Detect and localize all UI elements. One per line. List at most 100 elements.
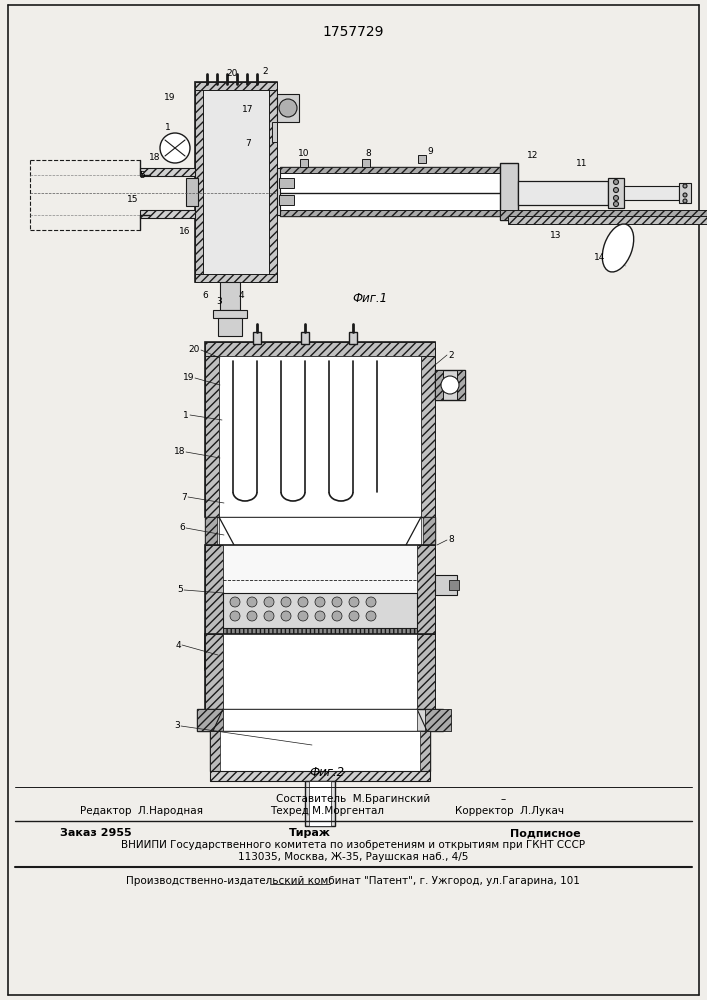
Text: 2: 2 xyxy=(262,68,268,77)
Bar xyxy=(457,370,465,400)
Text: Производственно-издательский комбинат "Патент", г. Ужгород, ул.Гагарина, 101: Производственно-издательский комбинат "П… xyxy=(126,876,580,886)
Bar xyxy=(223,545,417,593)
Text: 7: 7 xyxy=(245,138,251,147)
Circle shape xyxy=(264,597,274,607)
Text: 113035, Москва, Ж-35, Раушская наб., 4/5: 113035, Москва, Ж-35, Раушская наб., 4/5 xyxy=(238,852,468,862)
Text: 9: 9 xyxy=(427,147,433,156)
Bar xyxy=(205,342,219,517)
Circle shape xyxy=(614,180,619,184)
Bar xyxy=(679,183,691,203)
Bar xyxy=(500,163,518,220)
Circle shape xyxy=(247,597,257,607)
Text: 19: 19 xyxy=(182,373,194,382)
Text: 6: 6 xyxy=(180,524,185,532)
Ellipse shape xyxy=(602,224,633,272)
Bar xyxy=(210,731,224,771)
Circle shape xyxy=(332,611,342,621)
Bar xyxy=(219,356,421,517)
Bar xyxy=(210,731,430,771)
Text: Корректор  Л.Лукач: Корректор Л.Лукач xyxy=(455,806,564,816)
Text: 1: 1 xyxy=(165,123,171,132)
Bar xyxy=(223,709,417,731)
Bar xyxy=(280,167,500,216)
Text: 12: 12 xyxy=(527,151,539,160)
Text: 19: 19 xyxy=(163,94,175,103)
Bar xyxy=(418,155,426,163)
Bar xyxy=(279,178,294,188)
Text: 4: 4 xyxy=(175,641,181,650)
Bar xyxy=(417,634,435,709)
Bar xyxy=(518,181,608,205)
Bar xyxy=(220,731,420,771)
Text: 18: 18 xyxy=(148,153,160,162)
Bar xyxy=(300,159,308,167)
Bar xyxy=(219,517,421,545)
Text: Тираж: Тираж xyxy=(289,828,331,838)
Text: 20: 20 xyxy=(226,70,238,79)
Circle shape xyxy=(264,611,274,621)
Bar xyxy=(205,342,435,356)
Bar xyxy=(223,628,417,634)
Text: Подписное: Подписное xyxy=(510,828,580,838)
Text: 18: 18 xyxy=(173,448,185,456)
Bar xyxy=(508,216,707,224)
Text: 8: 8 xyxy=(448,536,454,544)
Text: 16: 16 xyxy=(180,228,191,236)
Text: 4: 4 xyxy=(238,290,244,300)
Bar xyxy=(269,82,277,282)
Bar xyxy=(205,342,435,517)
Circle shape xyxy=(683,184,687,188)
Circle shape xyxy=(315,611,325,621)
Text: 5: 5 xyxy=(139,170,145,180)
Bar xyxy=(213,310,247,318)
Bar xyxy=(223,593,417,628)
Text: 17: 17 xyxy=(243,105,254,114)
Bar xyxy=(253,332,261,344)
Circle shape xyxy=(366,611,376,621)
Bar xyxy=(140,210,195,218)
Bar xyxy=(197,709,223,731)
Text: 1: 1 xyxy=(183,410,189,420)
Bar xyxy=(608,178,624,208)
Circle shape xyxy=(281,597,291,607)
Bar xyxy=(223,634,417,709)
Bar xyxy=(362,159,370,167)
Circle shape xyxy=(298,611,308,621)
Circle shape xyxy=(614,202,619,207)
Bar xyxy=(435,575,457,595)
Circle shape xyxy=(230,611,240,621)
Bar xyxy=(305,781,335,826)
Bar xyxy=(195,274,277,282)
Text: 1757729: 1757729 xyxy=(322,25,384,39)
Bar xyxy=(435,370,465,400)
Bar xyxy=(220,282,240,310)
Bar xyxy=(416,731,430,771)
Bar xyxy=(280,167,500,173)
Circle shape xyxy=(230,597,240,607)
Bar xyxy=(210,771,430,781)
Bar xyxy=(195,82,203,282)
Text: Заказ 2955: Заказ 2955 xyxy=(60,828,132,838)
Bar xyxy=(205,545,435,670)
Bar xyxy=(277,168,280,215)
Text: 8: 8 xyxy=(365,148,371,157)
Text: ВНИИПИ Государственного комитета по изобретениям и открытиям при ГКНТ СССР: ВНИИПИ Государственного комитета по изоб… xyxy=(121,840,585,850)
Circle shape xyxy=(366,597,376,607)
Circle shape xyxy=(683,193,687,197)
Bar xyxy=(205,545,223,670)
Circle shape xyxy=(683,199,687,203)
Text: 15: 15 xyxy=(127,196,138,205)
Bar xyxy=(195,82,277,90)
Bar xyxy=(435,370,443,400)
Circle shape xyxy=(349,611,359,621)
Circle shape xyxy=(279,99,297,117)
Text: Фиг.1: Фиг.1 xyxy=(352,292,387,304)
Text: 6: 6 xyxy=(202,290,208,300)
Text: 20: 20 xyxy=(189,346,200,355)
Text: 14: 14 xyxy=(595,252,606,261)
Circle shape xyxy=(349,597,359,607)
Text: 10: 10 xyxy=(298,148,310,157)
Bar xyxy=(277,94,299,122)
Bar xyxy=(425,709,451,731)
Bar xyxy=(205,517,217,545)
